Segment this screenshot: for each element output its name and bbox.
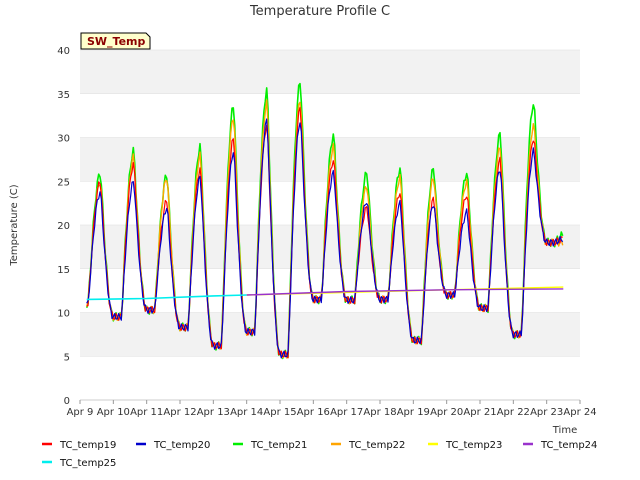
- x-tick-label: Apr 9: [67, 407, 94, 418]
- x-tick-label: Apr 22: [497, 407, 530, 418]
- legend-item-tc-temp22: TC_temp22: [331, 440, 405, 451]
- legend-label: TC_temp21: [250, 440, 307, 451]
- y-axis-title: Temperature (C): [9, 184, 20, 266]
- legend-item-tc-temp20: TC_temp20: [136, 440, 210, 451]
- legend: TC_temp19 TC_temp20 TC_temp21 TC_temp22 TC_t…: [42, 440, 597, 469]
- legend-label: TC_temp25: [59, 458, 116, 469]
- y-tick-label: 15: [57, 265, 70, 276]
- legend-item-tc-temp19: TC_temp19: [42, 440, 116, 451]
- y-axis: 0 5 10 15 20 25 30 35 40: [57, 46, 70, 407]
- x-tick-label: Apr 12: [163, 407, 196, 418]
- x-tick-label: Apr 17: [330, 407, 363, 418]
- sw-temp-badge: SW_Temp: [80, 32, 151, 50]
- x-tick-label: Apr 11: [130, 407, 163, 418]
- x-axis-title: Time: [552, 425, 577, 436]
- x-tick-label: Apr 13: [197, 407, 230, 418]
- legend-item-tc-temp25: TC_temp25: [42, 458, 116, 469]
- legend-item-tc-temp24: TC_temp24: [523, 440, 597, 451]
- grid-band: [80, 225, 580, 269]
- y-tick-label: 10: [57, 309, 70, 320]
- legend-label: TC_temp23: [445, 440, 502, 451]
- series-line-tc-temp24: [246, 288, 564, 296]
- y-tick-label: 35: [57, 90, 70, 101]
- x-tick-label: Apr 21: [463, 407, 496, 418]
- series-line-tc-temp20: [86, 118, 564, 359]
- x-tick-label: Apr 16: [297, 407, 330, 418]
- y-tick-label: 5: [64, 352, 70, 363]
- x-tick-label: Apr 19: [397, 407, 430, 418]
- y-tick-label: 25: [57, 177, 70, 188]
- legend-label: TC_temp22: [348, 440, 405, 451]
- x-tick-label: Apr 18: [363, 407, 396, 418]
- y-tick-label: 0: [64, 396, 70, 407]
- grid-band: [80, 312, 580, 357]
- x-tick-label: Apr 10: [97, 407, 130, 418]
- x-tick-label: Apr 23: [530, 407, 563, 418]
- legend-label: TC_temp24: [540, 440, 597, 451]
- y-tick-label: 40: [57, 46, 70, 57]
- x-tick-label: Apr 24: [563, 407, 596, 418]
- x-axis: Apr 9 Apr 10 Apr 11 Apr 12 Apr 13 Apr 14 Apr 1…: [67, 399, 597, 418]
- chart-title: Temperature Profile C: [249, 4, 390, 19]
- x-tick-label: Apr 14: [230, 407, 263, 418]
- y-tick-label: 20: [57, 221, 70, 232]
- y-tick-label: 30: [57, 134, 70, 145]
- grid-band: [80, 50, 580, 94]
- grid-bands: [80, 49, 580, 401]
- series-lines: [85, 82, 564, 360]
- series-line-tc-temp25: [86, 294, 247, 301]
- badge-box: [80, 32, 151, 50]
- x-tick-label: Apr 20: [430, 407, 463, 418]
- legend-item-tc-temp21: TC_temp21: [233, 440, 307, 451]
- legend-label: TC_temp20: [153, 440, 210, 451]
- legend-item-tc-temp23: TC_temp23: [428, 440, 502, 451]
- badge-label: SW_Temp: [87, 35, 146, 48]
- x-tick-label: Apr 15: [263, 407, 296, 418]
- legend-label: TC_temp19: [59, 440, 116, 451]
